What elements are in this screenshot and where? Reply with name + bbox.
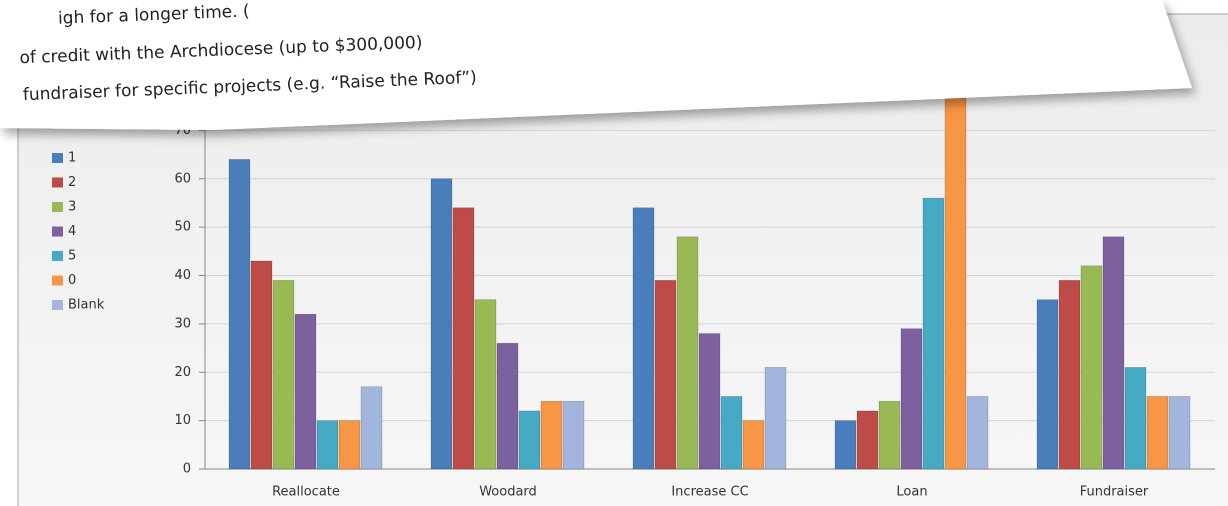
bar xyxy=(430,178,453,470)
bar xyxy=(562,400,585,470)
legend-label: 1 xyxy=(68,151,76,166)
bar xyxy=(250,260,273,470)
legend-label: 0 xyxy=(68,273,76,288)
legend-label: Blank xyxy=(68,298,105,313)
bar xyxy=(360,386,383,470)
bar xyxy=(654,280,677,470)
bar xyxy=(540,400,563,470)
paper-note: igh for a longer time. ( of credit with … xyxy=(0,0,1192,130)
bar xyxy=(272,280,295,470)
bar xyxy=(922,197,945,470)
legend-label: 5 xyxy=(68,249,76,264)
bar xyxy=(452,207,475,470)
x-tick-label: Loan xyxy=(896,485,927,500)
bar xyxy=(632,207,655,470)
bar xyxy=(1146,396,1169,470)
bar xyxy=(878,400,901,470)
bar xyxy=(1102,236,1125,470)
bar xyxy=(294,313,317,470)
legend-label: 4 xyxy=(68,224,76,239)
bar xyxy=(900,328,923,470)
legend-swatch xyxy=(52,275,63,286)
y-tick-label: 40 xyxy=(174,268,191,283)
bar xyxy=(518,410,541,470)
legend-label: 2 xyxy=(68,175,76,190)
bar xyxy=(742,420,765,470)
x-tick-label: Fundraiser xyxy=(1080,485,1149,500)
bar xyxy=(944,86,967,470)
bar xyxy=(1124,367,1147,470)
legend-swatch xyxy=(52,177,63,188)
bar xyxy=(228,159,251,470)
bar xyxy=(720,396,743,470)
bar xyxy=(676,236,699,470)
y-tick-label: 30 xyxy=(174,316,191,331)
legend-swatch xyxy=(52,226,63,237)
bar xyxy=(474,299,497,470)
y-tick-label: 10 xyxy=(174,413,191,428)
y-tick-label: 60 xyxy=(174,171,191,186)
legend-swatch xyxy=(52,300,63,310)
bar xyxy=(698,333,721,470)
bar xyxy=(834,420,857,470)
bar xyxy=(496,342,519,470)
bar xyxy=(856,410,879,470)
bar xyxy=(1058,280,1081,470)
x-tick-label: Reallocate xyxy=(272,485,340,500)
bar xyxy=(1080,265,1103,470)
note-paper xyxy=(0,0,1192,130)
x-tick-label: Woodard xyxy=(479,485,537,500)
y-tick-label: 20 xyxy=(174,365,191,380)
legend-swatch xyxy=(52,153,63,163)
legend-swatch xyxy=(52,202,63,212)
legend-swatch xyxy=(52,251,63,261)
y-tick-label: 50 xyxy=(174,220,191,235)
legend-label: 3 xyxy=(68,200,76,215)
bar xyxy=(966,396,989,470)
y-tick-label: 0 xyxy=(183,462,191,477)
bar xyxy=(1036,299,1059,470)
bar xyxy=(338,420,361,470)
x-tick-label: Increase CC xyxy=(671,485,748,500)
bar xyxy=(1168,396,1191,470)
bar xyxy=(764,367,787,470)
bar xyxy=(316,420,339,470)
